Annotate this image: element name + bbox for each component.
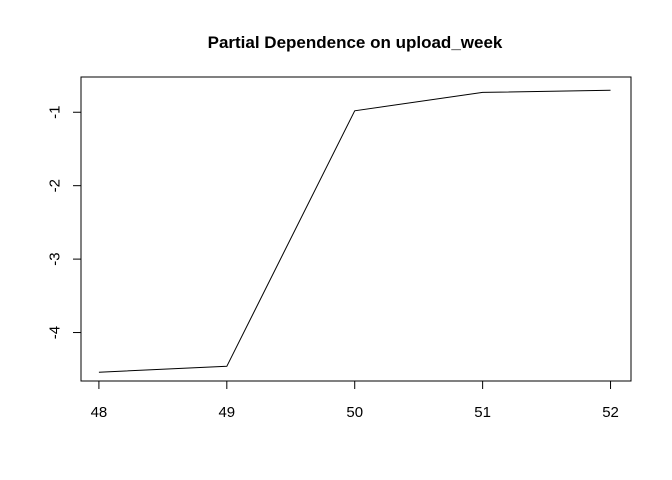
series-line-0 — [98, 89, 611, 373]
y-axis: -1 -2 -3 -4 — [47, 106, 82, 339]
y-tick-label--1: -1 — [47, 106, 64, 119]
y-tick-label--3: -3 — [47, 252, 64, 265]
x-tick-label-48: 48 — [91, 404, 108, 421]
x-tick-label-51: 51 — [474, 404, 491, 421]
x-tick-label-52: 52 — [602, 404, 619, 421]
chart-title: Partial Dependence on upload_week — [208, 33, 503, 52]
x-axis: 48 49 50 51 52 — [91, 380, 619, 421]
series-layer — [98, 89, 611, 373]
x-tick-label-49: 49 — [218, 404, 235, 421]
x-tick-label-50: 50 — [346, 404, 363, 421]
plot-area-box — [80, 76, 632, 382]
y-tick-label--2: -2 — [47, 179, 64, 192]
y-tick-label--4: -4 — [47, 326, 64, 339]
